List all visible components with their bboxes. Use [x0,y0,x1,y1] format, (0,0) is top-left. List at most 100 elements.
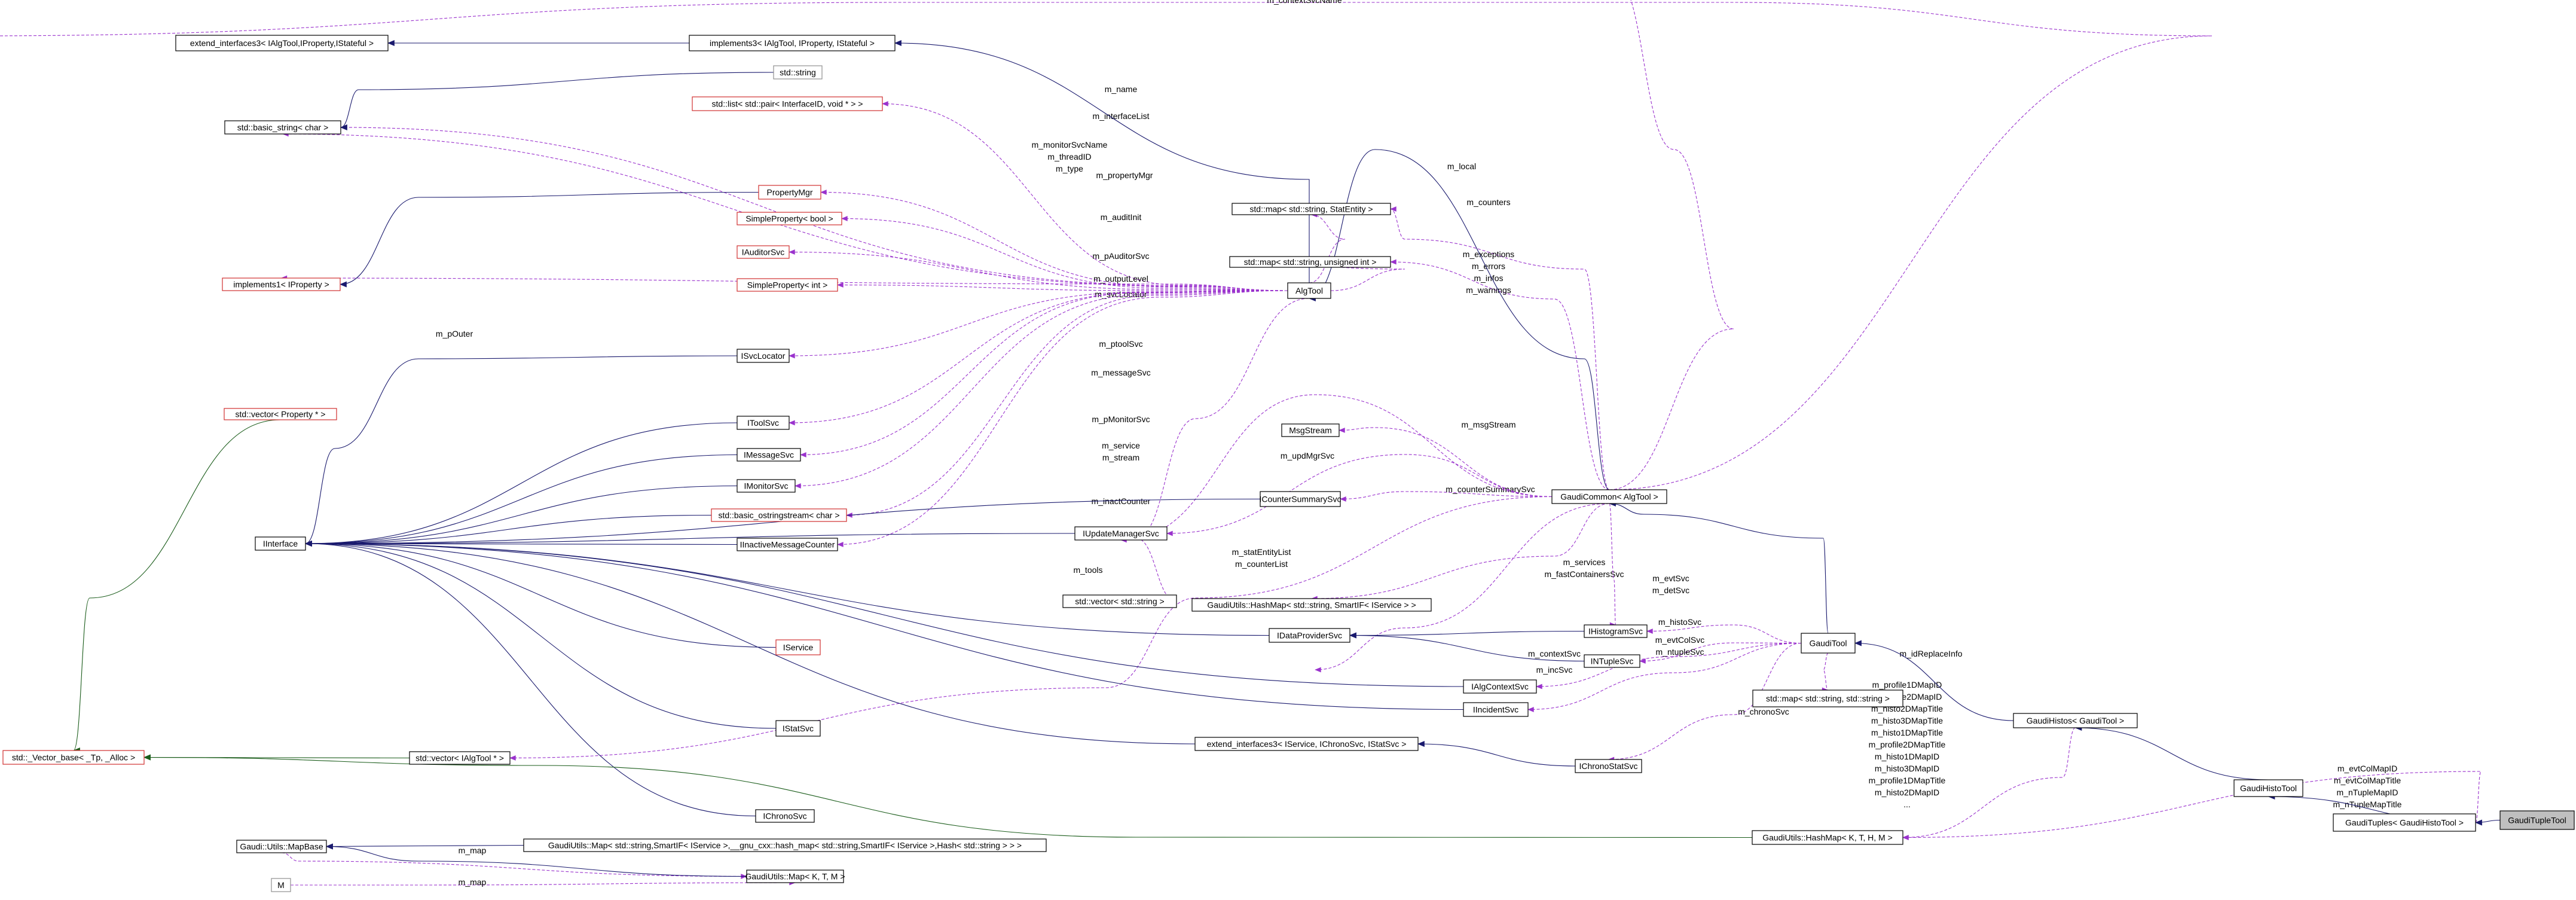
svg-text:m_tools: m_tools [1073,565,1102,575]
svg-text:m_services: m_services [1563,557,1606,567]
svg-text:m_incSvc: m_incSvc [1536,665,1573,675]
svg-text:m_errors: m_errors [1472,261,1505,271]
svg-text:std::vector< IAlgTool * >: std::vector< IAlgTool * > [415,753,504,763]
svg-text:SimpleProperty< bool >: SimpleProperty< bool > [745,214,833,224]
svg-text:m_ntupleSvc: m_ntupleSvc [1656,647,1704,657]
svg-text:IChronoStatSvc: IChronoStatSvc [1579,761,1637,771]
svg-text:IDataProviderSvc: IDataProviderSvc [1277,631,1342,640]
svg-text:m_local: m_local [1447,161,1476,171]
svg-text:GaudiUtils::HashMap< std::stri: GaudiUtils::HashMap< std::string, SmartI… [1207,600,1416,610]
svg-text:m_exceptions: m_exceptions [1463,249,1514,259]
svg-text:m_stream: m_stream [1102,453,1139,462]
svg-text:extend_interfaces3< IService,: extend_interfaces3< IService, IChronoSvc… [1207,739,1407,749]
svg-text:IService: IService [783,643,814,652]
svg-text:m_idReplaceInfo: m_idReplaceInfo [1899,649,1962,658]
svg-text:m_interfaceList: m_interfaceList [1093,111,1150,121]
svg-text:M: M [277,880,285,890]
svg-text:std::map< std::string, std::st: std::map< std::string, std::string > [1766,694,1890,703]
svg-text:m_profile1DMapID: m_profile1DMapID [1872,680,1942,690]
svg-text:m_counterSummarySvc: m_counterSummarySvc [1446,484,1535,494]
svg-text:GaudiTool: GaudiTool [1809,639,1847,648]
svg-text:m_pAuditorSvc: m_pAuditorSvc [1093,251,1150,261]
svg-text:m_histo2DMapID: m_histo2DMapID [1875,788,1939,797]
svg-text:m_pOuter: m_pOuter [436,329,473,338]
svg-text:std::vector< Property * >: std::vector< Property * > [236,410,326,419]
svg-text:m_outputLevel: m_outputLevel [1093,274,1148,283]
svg-text:IIncidentSvc: IIncidentSvc [1473,705,1518,715]
svg-text:m_histo1DMapID: m_histo1DMapID [1875,752,1939,761]
svg-text:m_chronoSvc: m_chronoSvc [1738,707,1789,716]
svg-text:SimpleProperty< int >: SimpleProperty< int > [747,280,828,290]
svg-text:IMonitorSvc: IMonitorSvc [744,481,789,491]
svg-text:std::vector< std::string >: std::vector< std::string > [1075,597,1164,606]
svg-text:GaudiHistos< GaudiTool >: GaudiHistos< GaudiTool > [2027,716,2124,725]
svg-text:m_name: m_name [1105,84,1138,94]
svg-text:m_auditInit: m_auditInit [1101,212,1142,222]
svg-text:m_histoSvc: m_histoSvc [1658,617,1701,627]
svg-text:m_monitorSvcName: m_monitorSvcName [1032,140,1108,150]
svg-text:m_profile1DMapTitle: m_profile1DMapTitle [1869,776,1946,785]
svg-text:...: ... [1903,800,1911,809]
svg-text:GaudiUtils::HashMap< K, T, H,: GaudiUtils::HashMap< K, T, H, M > [1762,833,1893,843]
svg-text:GaudiHistoTool: GaudiHistoTool [2240,783,2297,793]
svg-text:IStatSvc: IStatSvc [783,724,814,733]
svg-text:m_histo3DMapID: m_histo3DMapID [1875,764,1939,773]
svg-text:m_statEntityList: m_statEntityList [1232,547,1291,557]
svg-text:m_evtColSvc: m_evtColSvc [1655,635,1704,645]
svg-text:m_map: m_map [459,846,487,855]
svg-text:IInterface: IInterface [263,539,298,548]
svg-text:m_messageSvc: m_messageSvc [1091,368,1151,377]
svg-text:m_type: m_type [1056,164,1083,173]
svg-text:IMessageSvc: IMessageSvc [744,450,794,460]
svg-text:m_counters: m_counters [1466,197,1510,207]
svg-text:std::basic_string< char >: std::basic_string< char > [237,123,329,132]
svg-text:INTupleSvc: INTupleSvc [1591,657,1634,666]
svg-text:std::map< std::string, unsigne: std::map< std::string, unsigned int > [1244,257,1377,267]
svg-text:std::basic_ostringstream< char: std::basic_ostringstream< char > [718,511,839,520]
svg-text:m_profile2DMapTitle: m_profile2DMapTitle [1869,740,1946,749]
svg-text:implements1< IProperty >: implements1< IProperty > [233,280,329,289]
svg-text:m_evtColMapID: m_evtColMapID [2337,764,2397,773]
svg-text:GaudiUtils::Map< std::string,S: GaudiUtils::Map< std::string,SmartIF< IS… [548,841,1022,850]
svg-text:IChronoSvc: IChronoSvc [763,811,806,821]
svg-text:m_detSvc: m_detSvc [1652,585,1689,595]
svg-text:std::string: std::string [780,68,816,77]
svg-text:IAuditorSvc: IAuditorSvc [742,248,785,257]
svg-text:IHistogramSvc: IHistogramSvc [1588,627,1643,636]
svg-text:m_fastContainersSvc: m_fastContainersSvc [1544,569,1624,579]
svg-text:implements3< IAlgTool, IProper: implements3< IAlgTool, IProperty, IState… [710,38,875,48]
svg-text:m_propertyMgr: m_propertyMgr [1096,170,1153,180]
svg-text:GaudiTupleTool: GaudiTupleTool [2508,816,2566,825]
svg-text:m_contextSvc: m_contextSvc [1528,649,1581,658]
svg-text:m_counterList: m_counterList [1235,559,1288,569]
svg-text:std::list< std::pair< Interfac: std::list< std::pair< InterfaceID, void … [712,99,863,109]
svg-text:ICounterSummarySvc: ICounterSummarySvc [1260,495,1342,504]
svg-text:m_evtSvc: m_evtSvc [1652,573,1689,583]
svg-text:m_map: m_map [459,877,487,887]
svg-text:IAlgContextSvc: IAlgContextSvc [1471,682,1529,691]
svg-text:m_contextSvcName: m_contextSvcName [1267,0,1342,5]
svg-text:m_warnings: m_warnings [1466,285,1511,295]
svg-text:Gaudi::Utils::MapBase: Gaudi::Utils::MapBase [240,842,323,852]
svg-text:GaudiUtils::Map< K, T, M >: GaudiUtils::Map< K, T, M > [745,872,845,881]
svg-text:m_nTupleMapTitle: m_nTupleMapTitle [2333,800,2402,809]
svg-text:m_msgStream: m_msgStream [1461,420,1515,429]
svg-text:std::_Vector_base< _Tp, _Alloc: std::_Vector_base< _Tp, _Alloc > [12,753,135,762]
svg-text:m_nTupleMapID: m_nTupleMapID [2337,788,2398,797]
svg-text:std::map< std::string, StatEnt: std::map< std::string, StatEntity > [1249,205,1373,214]
svg-text:m_threadID: m_threadID [1047,152,1091,161]
svg-text:extend_interfaces3< IAlgTool,I: extend_interfaces3< IAlgTool,IProperty,I… [190,38,374,48]
svg-text:AlgTool: AlgTool [1295,286,1323,295]
svg-text:m_histo3DMapTitle: m_histo3DMapTitle [1871,716,1943,725]
svg-text:GaudiCommon< AlgTool >: GaudiCommon< AlgTool > [1560,492,1658,502]
svg-text:m_updMgrSvc: m_updMgrSvc [1281,451,1334,460]
svg-text:PropertyMgr: PropertyMgr [766,188,812,197]
svg-text:m_infos: m_infos [1474,273,1503,283]
svg-text:IUpdateManagerSvc: IUpdateManagerSvc [1083,529,1159,538]
svg-text:GaudiTuples< GaudiHistoTool >: GaudiTuples< GaudiHistoTool > [2345,818,2464,828]
svg-text:m_service: m_service [1102,441,1140,450]
svg-text:m_pMonitorSvc: m_pMonitorSvc [1092,414,1150,424]
svg-text:m_ptoolSvc: m_ptoolSvc [1099,339,1142,349]
svg-text:m_histo1DMapTitle: m_histo1DMapTitle [1871,728,1943,737]
svg-text:m_evtColMapTitle: m_evtColMapTitle [2334,776,2401,785]
